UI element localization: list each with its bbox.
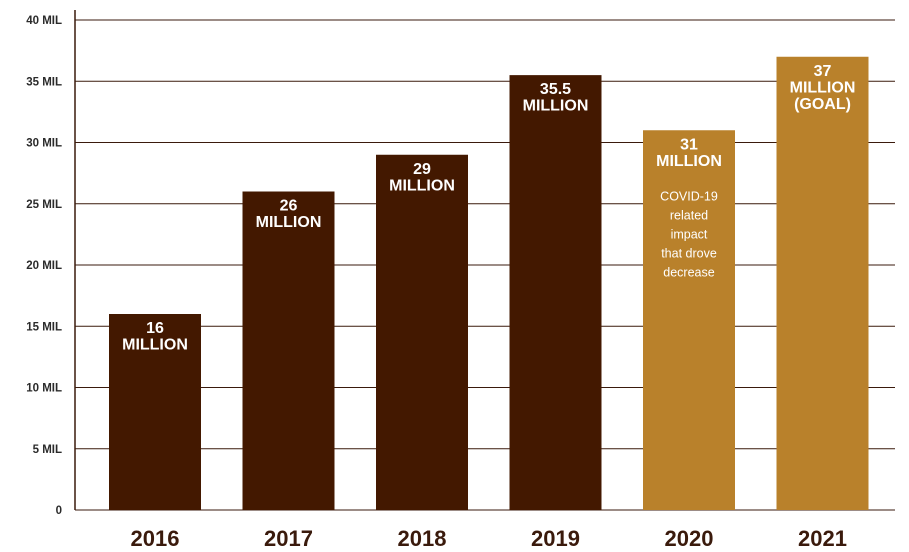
x-category-label: 2020 [665, 526, 714, 551]
x-category-label: 2018 [398, 526, 447, 551]
x-category-label: 2017 [264, 526, 313, 551]
bar-2020 [643, 130, 735, 510]
bar-value-label: 35.5 [540, 81, 571, 98]
bar-annotation: related [670, 208, 708, 222]
y-tick-label: 5 MIL [33, 444, 62, 456]
axes: 0 5 MIL 10 MIL 15 MIL 20 MIL 25 MIL 30 MIL 35 M… [26, 10, 847, 551]
bar-annotation: COVID-19 [660, 189, 718, 203]
y-tick-label: 0 [56, 505, 62, 517]
bar-2018 [376, 154, 468, 510]
bar-value-label: MILLION [122, 337, 188, 354]
x-category-label: 2021 [798, 526, 847, 551]
bar-labels: 16MILLION26MILLION29MILLION35.5MILLION31… [122, 63, 855, 354]
bar-2021 [776, 56, 869, 510]
bar-value-label: 31 [680, 136, 698, 153]
bar-value-label: 37 [814, 63, 832, 80]
gridlines [75, 19, 895, 511]
y-tick-label: 25 MIL [26, 199, 62, 211]
bar-2016 [109, 314, 201, 510]
bar-value-label: 16 [146, 320, 164, 337]
bar-value-label: MILLION [256, 214, 322, 231]
bar-annotation: decrease [663, 265, 714, 279]
y-tick-label: 20 MIL [26, 260, 62, 272]
bar-value-label: MILLION [656, 153, 722, 170]
bar-value-label: MILLION [389, 177, 455, 194]
y-tick-label: 35 MIL [26, 76, 62, 88]
bar-2019 [509, 75, 602, 510]
y-tick-label: 40 MIL [26, 15, 62, 27]
y-tick-label: 10 MIL [26, 383, 62, 395]
bar-annotation: impact [671, 227, 708, 241]
bar-value-label: 26 [280, 198, 298, 215]
bar-annotation: that drove [661, 246, 717, 260]
x-category-label: 2016 [131, 526, 180, 551]
bar-value-label: 29 [413, 161, 431, 178]
bar-2017 [242, 191, 335, 510]
bar-value-label: MILLION [523, 98, 589, 115]
x-category-label: 2019 [531, 526, 580, 551]
bar-value-label: (GOAL) [794, 96, 851, 113]
y-tick-label: 30 MIL [26, 138, 62, 150]
y-tick-label: 15 MIL [26, 321, 62, 333]
bar-value-label: MILLION [790, 79, 856, 96]
bars [109, 56, 869, 510]
